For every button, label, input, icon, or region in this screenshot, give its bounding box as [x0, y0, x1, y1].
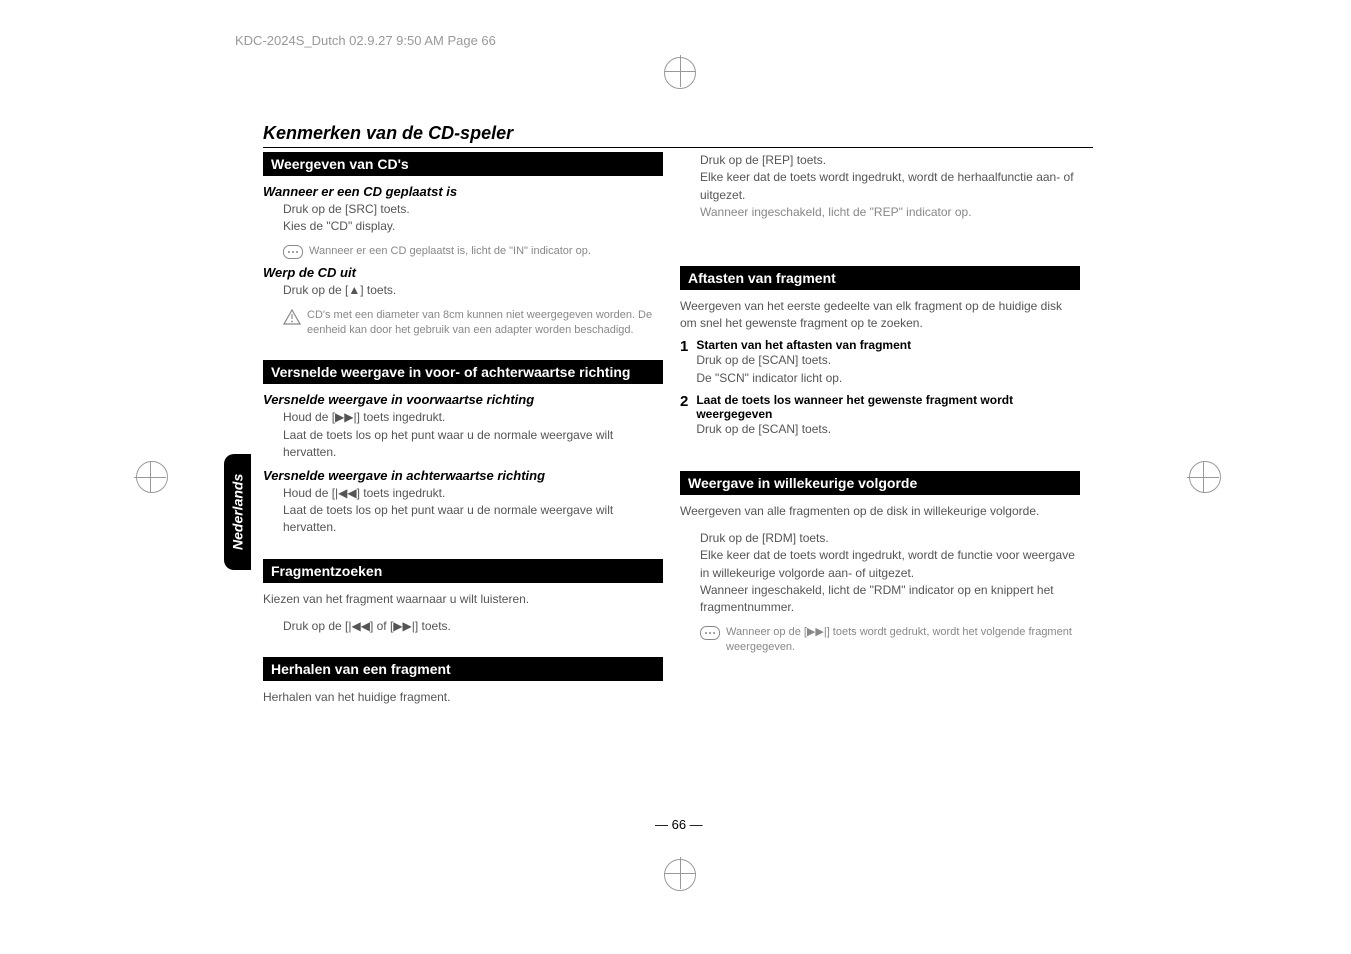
- text-rdm-indicator: Wanneer ingeschakeld, licht de "RDM" ind…: [700, 582, 1080, 617]
- page-title: Kenmerken van de CD-speler: [263, 123, 1093, 148]
- step-1-number: 1: [680, 338, 688, 387]
- right-column: Druk op de [REP] toets. Elke keer dat de…: [680, 152, 1080, 656]
- text-willekeurig-intro: Weergeven van alle fragmenten op de disk…: [680, 503, 1080, 520]
- text-rdm-toggle: Elke keer dat de toets wordt ingedrukt, …: [700, 547, 1080, 582]
- text-ff-houd: Houd de [▶▶|] toets ingedrukt.: [283, 409, 663, 426]
- remark-icon: [283, 245, 303, 259]
- text-rw-houd: Houd de [|◀◀] toets ingedrukt.: [283, 485, 663, 502]
- section-bar-weergeven-cds: Weergeven van CD's: [263, 152, 663, 176]
- text-ff-laat: Laat de toets los op het punt waar u de …: [283, 427, 663, 462]
- step-1-scn: De "SCN" indicator licht op.: [696, 370, 1080, 387]
- text-eject-toets: Druk op de [▲] toets.: [283, 282, 663, 299]
- note-in-indicator: Wanneer er een CD geplaatst is, licht de…: [283, 244, 663, 259]
- subhead-achterwaarts: Versnelde weergave in achterwaartse rich…: [263, 468, 663, 483]
- text-rep-toets: Druk op de [REP] toets.: [700, 152, 1080, 169]
- step-1-title: Starten van het aftasten van fragment: [696, 338, 1080, 352]
- text-fragmentzoeken-intro: Kiezen van het fragment waarnaar u wilt …: [263, 591, 663, 608]
- text-cd-display: Kies de "CD" display.: [283, 218, 663, 235]
- crop-cross-top: [670, 63, 690, 83]
- subhead-voorwaarts: Versnelde weergave in voorwaartse richti…: [263, 392, 663, 407]
- step-2-title: Laat de toets los wanneer het gewenste f…: [696, 393, 1080, 421]
- step-1-scan: Druk op de [SCAN] toets.: [696, 352, 1080, 369]
- left-column: Weergeven van CD's Wanneer er een CD gep…: [263, 152, 663, 707]
- text-rep-toggle: Elke keer dat de toets wordt ingedrukt, …: [700, 169, 1080, 204]
- remark-icon: [700, 626, 720, 640]
- crop-cross-bottom: [670, 865, 690, 885]
- text-rdm-toets: Druk op de [RDM] toets.: [700, 530, 1080, 547]
- section-bar-willekeurig: Weergave in willekeurige volgorde: [680, 471, 1080, 495]
- text-src-toets: Druk op de [SRC] toets.: [283, 201, 663, 218]
- section-bar-aftasten: Aftasten van fragment: [680, 266, 1080, 290]
- text-aftasten-intro: Weergeven van het eerste gedeelte van el…: [680, 298, 1080, 333]
- section-bar-fragmentzoeken: Fragmentzoeken: [263, 559, 663, 583]
- note-rdm-next: Wanneer op de [▶▶|] toets wordt gedrukt,…: [700, 625, 1080, 656]
- text-rep-indicator: Wanneer ingeschakeld, licht de "REP" ind…: [700, 204, 1080, 221]
- warning-icon: [283, 309, 301, 325]
- step-2-number: 2: [680, 393, 688, 438]
- step-1: 1 Starten van het aftasten van fragment …: [680, 338, 1080, 387]
- page-number: — 66 —: [655, 817, 703, 832]
- section-bar-versnelde-weergave: Versnelde weergave in voor- of achterwaa…: [263, 360, 663, 384]
- step-2: 2 Laat de toets los wanneer het gewenste…: [680, 393, 1080, 438]
- print-header: KDC-2024S_Dutch 02.9.27 9:50 AM Page 66: [235, 33, 496, 48]
- note-8cm-warning: CD's met een diameter van 8cm kunnen nie…: [283, 308, 663, 339]
- note-text-in-indicator: Wanneer er een CD geplaatst is, licht de…: [309, 244, 591, 259]
- subhead-werp-cd-uit: Werp de CD uit: [263, 265, 663, 280]
- text-fragmentzoeken-toets: Druk op de [|◀◀] of [▶▶|] toets.: [283, 618, 663, 635]
- subhead-cd-geplaatst: Wanneer er een CD geplaatst is: [263, 184, 663, 199]
- section-bar-herhalen: Herhalen van een fragment: [263, 657, 663, 681]
- note-text-rdm-next: Wanneer op de [▶▶|] toets wordt gedrukt,…: [726, 625, 1080, 656]
- text-rw-laat: Laat de toets los op het punt waar u de …: [283, 502, 663, 537]
- step-2-scan: Druk op de [SCAN] toets.: [696, 421, 1080, 438]
- note-text-8cm: CD's met een diameter van 8cm kunnen nie…: [307, 308, 663, 339]
- text-herhalen-intro: Herhalen van het huidige fragment.: [263, 689, 663, 706]
- language-tab: Nederlands: [224, 454, 251, 570]
